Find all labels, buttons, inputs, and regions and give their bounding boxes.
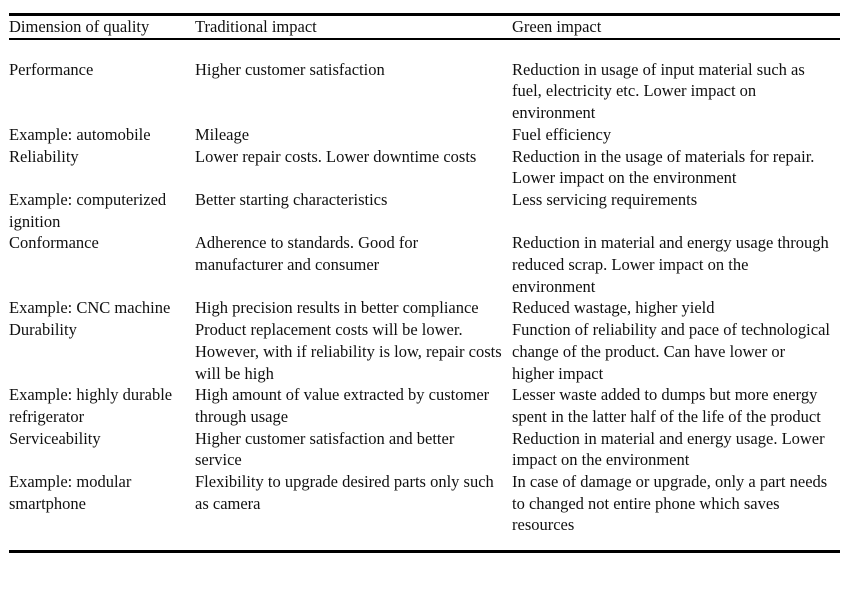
col-header-dimension-of-quality: Dimension of quality: [9, 14, 195, 40]
cell-traditional: Flexibility to upgrade desired parts onl…: [195, 472, 494, 513]
cell-dimension: Durability: [9, 320, 77, 340]
col-header-green-impact: Green impact: [512, 14, 840, 40]
cell-traditional: High amount of value extracted by custom…: [195, 385, 490, 426]
cell-dimension: Example: modular smartphone: [9, 472, 132, 513]
cell-traditional: Mileage: [195, 124, 250, 144]
cell-green: In case of damage or upgrade, only a par…: [512, 472, 828, 535]
cell-green: Reduced wastage, higher yield: [512, 298, 715, 318]
cell-traditional: Product replacement costs will be lower.…: [195, 320, 502, 383]
quality-impact-table: Dimension of quality Traditional impact …: [9, 13, 840, 554]
cell-dimension: Conformance: [9, 233, 99, 253]
cell-dimension: Example: highly durable refrigerator: [9, 385, 173, 426]
cell-traditional: Higher customer satisfaction: [195, 59, 385, 79]
cell-green: Reduction in material and energy usage. …: [512, 428, 825, 470]
table-header-row: Dimension of quality Traditional impact …: [9, 14, 840, 40]
table-row: Durability Product replacement costs wil…: [9, 319, 840, 384]
cell-traditional: High precision results in better complia…: [195, 298, 479, 318]
cell-traditional: Lower repair costs. Lower downtime costs: [195, 146, 477, 166]
cell-green: Function of reliability and pace of tech…: [512, 320, 830, 383]
cell-traditional: Adherence to standards. Good for manufac…: [195, 233, 419, 275]
table-row: Conformance Adherence to standards. Good…: [9, 232, 840, 297]
table-row: Serviceability Higher customer satisfact…: [9, 428, 840, 471]
cell-green: Fuel efficiency: [512, 124, 612, 144]
cell-green: Reduction in the usage of materials for …: [512, 146, 815, 188]
cell-dimension: Example: automobile: [9, 124, 151, 144]
cell-dimension: Example: computerized ignition: [9, 189, 167, 231]
cell-dimension: Performance: [9, 59, 94, 79]
table-row: Example: computerized ignition Better st…: [9, 189, 840, 232]
cell-dimension: Serviceability: [9, 428, 101, 448]
col-header-traditional-impact: Traditional impact: [195, 14, 512, 40]
cell-traditional: Better starting characteristics: [195, 189, 388, 209]
cell-green: Lesser waste added to dumps but more ene…: [512, 385, 821, 426]
table-row: Performance Higher customer satisfaction…: [9, 39, 840, 124]
quality-impact-table-container: Dimension of quality Traditional impact …: [9, 13, 840, 554]
cell-green: Reduction in usage of input material suc…: [512, 59, 805, 123]
table-row: Example: modular smartphone Flexibility …: [9, 471, 840, 552]
cell-dimension: Example: CNC machine: [9, 298, 171, 318]
cell-dimension: Reliability: [9, 146, 79, 166]
cell-traditional: Higher customer satisfaction and better …: [195, 428, 455, 470]
table-row: Example: CNC machine High precision resu…: [9, 297, 840, 319]
table-row: Reliability Lower repair costs. Lower do…: [9, 146, 840, 189]
cell-green: Reduction in material and energy usage t…: [512, 233, 829, 296]
table-row: Example: automobile Mileage Fuel efficie…: [9, 124, 840, 146]
cell-green: Less servicing requirements: [512, 189, 698, 209]
table-row: Example: highly durable refrigerator Hig…: [9, 384, 840, 427]
